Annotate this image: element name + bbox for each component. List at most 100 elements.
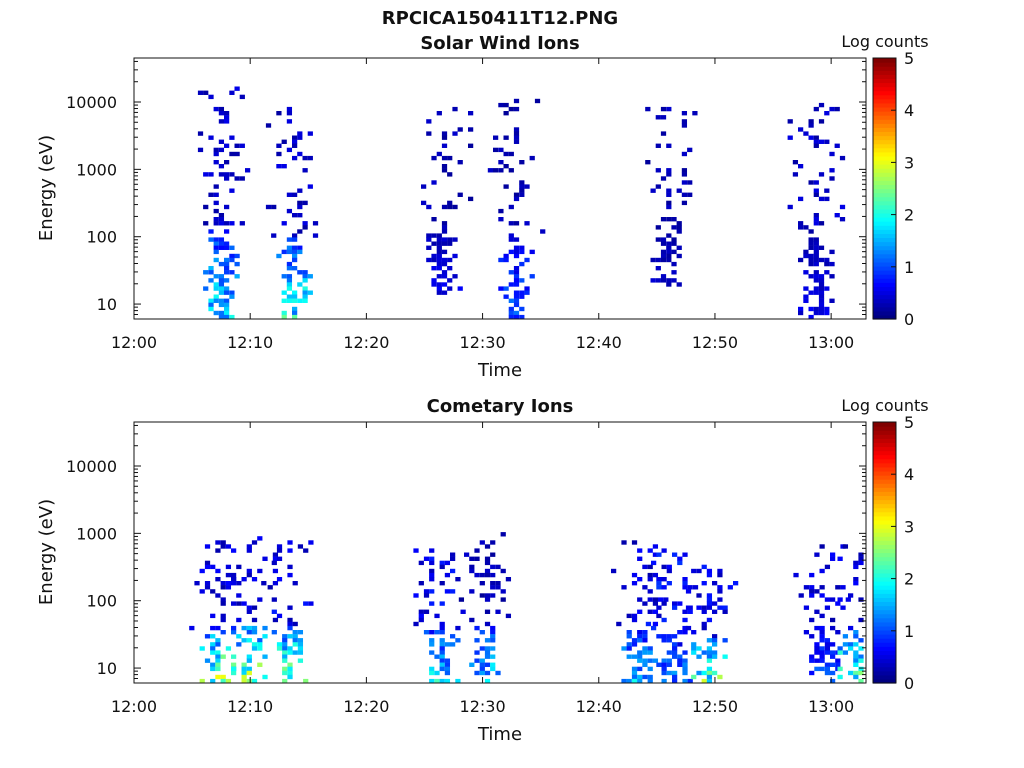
x-tick-label: 12:10: [227, 333, 273, 352]
spectrogram-cell: [814, 625, 820, 631]
spectrogram-cell: [647, 658, 653, 663]
colorbar-swatch: [873, 434, 896, 439]
spectrogram-cell: [666, 241, 672, 246]
y-tick-label: 1000: [76, 524, 117, 543]
colorbar-swatch: [873, 127, 896, 133]
spectrogram-cell: [220, 613, 226, 619]
colorbar-swatch: [873, 597, 896, 603]
spectrogram-cell: [224, 241, 230, 246]
colorbar-tick-label: 5: [904, 413, 914, 432]
spectrogram-cell: [529, 249, 535, 255]
spectrogram-cell: [498, 147, 504, 153]
spectrogram-cell: [681, 111, 688, 116]
colorbar-swatch: [873, 314, 896, 320]
colorbar-swatch: [873, 605, 896, 611]
spectrogram-cell: [287, 670, 293, 676]
spectrogram-cell: [813, 245, 819, 250]
spectrogram-cell: [292, 143, 298, 148]
spectrogram-cell: [245, 168, 251, 173]
spectrogram-cell: [642, 564, 648, 570]
spectrogram-cell: [469, 568, 475, 574]
spectrogram-cell: [706, 638, 713, 643]
spectrogram-cell: [661, 577, 667, 582]
spectrogram-cell: [287, 621, 293, 627]
spectrogram-cell: [204, 564, 211, 570]
spectrogram-cell: [813, 143, 819, 148]
spectrogram-cell: [824, 196, 830, 202]
colorbar-swatch: [873, 86, 896, 92]
spectrogram-cell: [830, 597, 836, 602]
spectrogram-cell: [281, 314, 287, 320]
spectrogram-cell: [666, 188, 672, 193]
spectrogram-cell: [490, 662, 496, 667]
spectrogram-cell: [712, 642, 718, 647]
spectrogram-cell: [824, 188, 830, 193]
spectrogram-cell: [813, 253, 819, 259]
spectrogram-cell: [706, 674, 713, 680]
spectrogram-cell: [271, 560, 277, 566]
colorbar-swatch: [873, 495, 896, 501]
spectrogram-cell: [808, 241, 814, 246]
spectrogram-cell: [229, 253, 235, 259]
colorbar-swatch: [873, 102, 896, 108]
spectrogram-cell: [696, 654, 702, 659]
spectrogram-cell: [706, 646, 713, 651]
spectrogram-cell: [444, 572, 451, 578]
spectrogram-cell: [853, 642, 859, 647]
spectrogram-cell: [251, 577, 258, 582]
spectrogram-cell: [824, 286, 830, 291]
spectrogram-cell: [672, 605, 678, 610]
spectrogram-cell: [818, 274, 825, 279]
spectrogram-cell: [218, 147, 225, 153]
spectrogram-cell: [208, 135, 214, 140]
spectrogram-cell: [218, 106, 225, 112]
spectrogram-cell: [717, 572, 723, 578]
spectrogram-cell: [706, 572, 713, 578]
spectrogram-cell: [297, 249, 303, 255]
spectrogram-cell: [808, 180, 814, 185]
spectrogram-cell: [813, 192, 819, 197]
spectrogram-cell: [434, 654, 440, 659]
spectrogram-cell: [651, 625, 657, 631]
spectrogram-cell: [655, 257, 661, 263]
colorbar-tick-label: 5: [904, 49, 914, 68]
spectrogram-cell: [672, 646, 678, 651]
colorbar-swatch: [873, 261, 896, 267]
spectrogram-cell: [858, 552, 864, 557]
spectrogram-cell: [818, 172, 825, 177]
spectrogram-cell: [672, 670, 678, 676]
spectrogram-cell: [647, 678, 653, 684]
spectrogram-cell: [813, 257, 819, 263]
spectrogram-cell: [203, 90, 209, 95]
spectrogram-cell: [215, 674, 221, 680]
spectrogram-cell: [626, 642, 632, 647]
spectrogram-cell: [229, 90, 235, 95]
spectrogram-cell: [651, 560, 657, 566]
spectrogram-cell: [696, 670, 702, 676]
spectrogram-cell: [431, 266, 437, 271]
spectrogram-cell: [621, 646, 627, 651]
spectrogram-cell: [809, 572, 815, 578]
spectrogram-cell: [513, 192, 520, 197]
spectrogram-cell: [220, 674, 226, 680]
spectrogram-cell: [436, 245, 442, 250]
spectrogram-cell: [241, 577, 247, 582]
spectrogram-cell: [203, 221, 209, 226]
colorbar-swatch: [873, 106, 896, 112]
spectrogram-cell: [818, 102, 825, 108]
spectrogram-cell: [829, 249, 835, 255]
spectrogram-cell: [452, 253, 458, 259]
spectrogram-cell: [824, 306, 830, 312]
spectrogram-cell: [656, 605, 662, 610]
colorbar-swatch: [873, 556, 896, 562]
spectrogram-cell: [682, 585, 688, 590]
spectrogram-cell: [858, 638, 864, 643]
spectrogram-cell: [712, 650, 718, 655]
spectrogram-cell: [824, 597, 831, 602]
colorbar-swatch: [873, 617, 896, 623]
spectrogram-cell: [808, 245, 814, 250]
spectrogram-cell: [276, 111, 282, 116]
spectrogram-cell: [853, 560, 859, 566]
spectrogram-cell: [484, 609, 491, 614]
spectrogram-cell: [717, 674, 723, 680]
